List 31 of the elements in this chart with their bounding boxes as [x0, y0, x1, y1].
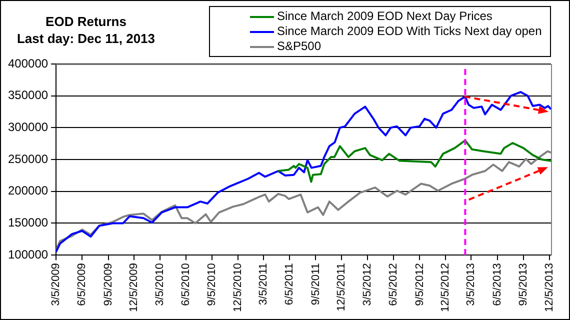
y-tick-label: 300000 — [8, 120, 48, 134]
x-tick-label: 12/5/2009 — [128, 263, 140, 312]
y-tick-label: 200000 — [8, 184, 48, 198]
x-tick-label: 9/5/2010 — [206, 263, 218, 306]
x-tick-label: 3/5/2012 — [361, 263, 374, 306]
legend-label: Since March 2009 EOD With Ticks Next day open — [277, 24, 542, 39]
x-tick-label: 6/5/2013 — [491, 263, 504, 306]
x-tick-label: 6/5/2012 — [388, 263, 400, 306]
x-tick-label: 6/5/2011 — [284, 263, 296, 306]
x-tick-label: 6/5/2009 — [76, 263, 88, 306]
legend-label: Since March 2009 EOD Next Day Prices — [277, 9, 492, 24]
y-tick-label: 400000 — [8, 56, 48, 70]
y-tick-label: 250000 — [8, 152, 48, 166]
x-tick-label: 9/5/2012 — [414, 263, 426, 306]
y-tick-label: 100000 — [8, 247, 48, 262]
x-tick-label: 12/5/2012 — [440, 263, 452, 312]
y-tick-label: 150000 — [8, 216, 48, 230]
x-tick-label: 12/5/2013 — [543, 263, 556, 312]
chart-title: EOD Returns Last day: Dec 11, 2013 — [16, 13, 156, 47]
x-tick-label: 3/5/2011 — [257, 263, 270, 306]
x-tick-label: 12/5/2011 — [336, 263, 348, 312]
y-tick-label: 350000 — [8, 88, 48, 102]
x-tick-label: 3/5/2010 — [154, 263, 166, 306]
x-tick-label: 12/5/2010 — [232, 263, 244, 312]
x-tick-label: 9/5/2013 — [517, 263, 530, 306]
x-tick-label: 9/5/2011 — [310, 263, 322, 306]
x-tick-label: 6/5/2010 — [180, 263, 192, 306]
x-tick-label: 9/5/2009 — [102, 263, 114, 306]
legend-label: S&P500 — [277, 39, 322, 54]
x-tick-label: 3/5/2013 — [465, 263, 478, 306]
x-tick-label: 3/5/2009 — [50, 263, 62, 306]
